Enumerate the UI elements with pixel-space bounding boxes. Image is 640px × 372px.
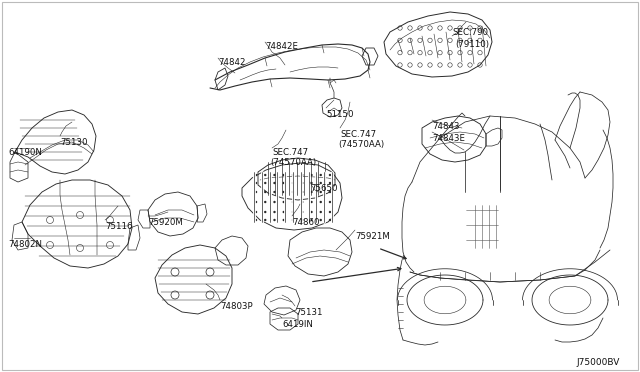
Circle shape bbox=[319, 191, 322, 193]
Text: 75116: 75116 bbox=[105, 222, 132, 231]
Circle shape bbox=[282, 174, 285, 176]
Text: SEC.747: SEC.747 bbox=[272, 148, 308, 157]
Circle shape bbox=[292, 219, 294, 221]
Circle shape bbox=[292, 174, 294, 176]
Text: 74843E: 74843E bbox=[432, 134, 465, 143]
Text: 75920M: 75920M bbox=[148, 218, 183, 227]
Circle shape bbox=[264, 219, 266, 221]
Circle shape bbox=[301, 182, 303, 184]
Circle shape bbox=[255, 191, 257, 193]
Circle shape bbox=[301, 219, 303, 221]
Circle shape bbox=[273, 211, 276, 213]
Text: (74570AA): (74570AA) bbox=[270, 158, 316, 167]
Circle shape bbox=[273, 191, 276, 193]
Text: 6419IN: 6419IN bbox=[282, 320, 313, 329]
Circle shape bbox=[319, 219, 322, 221]
Circle shape bbox=[319, 182, 322, 184]
Circle shape bbox=[264, 182, 266, 184]
Text: 74802N: 74802N bbox=[8, 240, 42, 249]
Text: 75650: 75650 bbox=[310, 184, 337, 193]
Circle shape bbox=[273, 182, 276, 184]
Circle shape bbox=[255, 182, 257, 184]
Circle shape bbox=[273, 174, 276, 176]
Circle shape bbox=[264, 211, 266, 213]
Circle shape bbox=[319, 201, 322, 203]
Circle shape bbox=[282, 191, 285, 193]
Circle shape bbox=[310, 174, 313, 176]
Text: (74570AA): (74570AA) bbox=[338, 140, 384, 149]
Circle shape bbox=[264, 201, 266, 203]
Circle shape bbox=[329, 182, 332, 184]
Circle shape bbox=[292, 182, 294, 184]
Text: 64190N: 64190N bbox=[8, 148, 42, 157]
Circle shape bbox=[273, 201, 276, 203]
Circle shape bbox=[310, 211, 313, 213]
Circle shape bbox=[310, 201, 313, 203]
Text: 75130: 75130 bbox=[60, 138, 88, 147]
Circle shape bbox=[319, 174, 322, 176]
Circle shape bbox=[301, 211, 303, 213]
Text: 74842: 74842 bbox=[218, 58, 246, 67]
Circle shape bbox=[264, 191, 266, 193]
Circle shape bbox=[329, 219, 332, 221]
Text: J75000BV: J75000BV bbox=[577, 358, 620, 367]
Text: SEC.747: SEC.747 bbox=[340, 130, 376, 139]
Circle shape bbox=[301, 191, 303, 193]
Circle shape bbox=[282, 211, 285, 213]
Circle shape bbox=[329, 174, 332, 176]
Text: 74860: 74860 bbox=[292, 218, 319, 227]
Circle shape bbox=[255, 174, 257, 176]
Circle shape bbox=[282, 182, 285, 184]
Circle shape bbox=[282, 201, 285, 203]
Circle shape bbox=[282, 219, 285, 221]
Circle shape bbox=[264, 174, 266, 176]
Circle shape bbox=[292, 201, 294, 203]
Circle shape bbox=[310, 191, 313, 193]
Circle shape bbox=[329, 211, 332, 213]
Text: (79110): (79110) bbox=[455, 40, 489, 49]
Text: 74843: 74843 bbox=[432, 122, 460, 131]
Text: 75131: 75131 bbox=[295, 308, 323, 317]
Circle shape bbox=[329, 191, 332, 193]
Circle shape bbox=[273, 219, 276, 221]
Circle shape bbox=[310, 219, 313, 221]
Circle shape bbox=[310, 182, 313, 184]
Circle shape bbox=[329, 201, 332, 203]
Circle shape bbox=[301, 201, 303, 203]
Circle shape bbox=[255, 211, 257, 213]
Text: 74842E: 74842E bbox=[265, 42, 298, 51]
Circle shape bbox=[292, 211, 294, 213]
Circle shape bbox=[319, 211, 322, 213]
Text: 51150: 51150 bbox=[326, 110, 353, 119]
Circle shape bbox=[255, 201, 257, 203]
Circle shape bbox=[255, 219, 257, 221]
Text: 75921M: 75921M bbox=[355, 232, 390, 241]
Text: 74803P: 74803P bbox=[220, 302, 253, 311]
Text: SEC.790: SEC.790 bbox=[452, 28, 488, 37]
Circle shape bbox=[292, 191, 294, 193]
Circle shape bbox=[301, 174, 303, 176]
